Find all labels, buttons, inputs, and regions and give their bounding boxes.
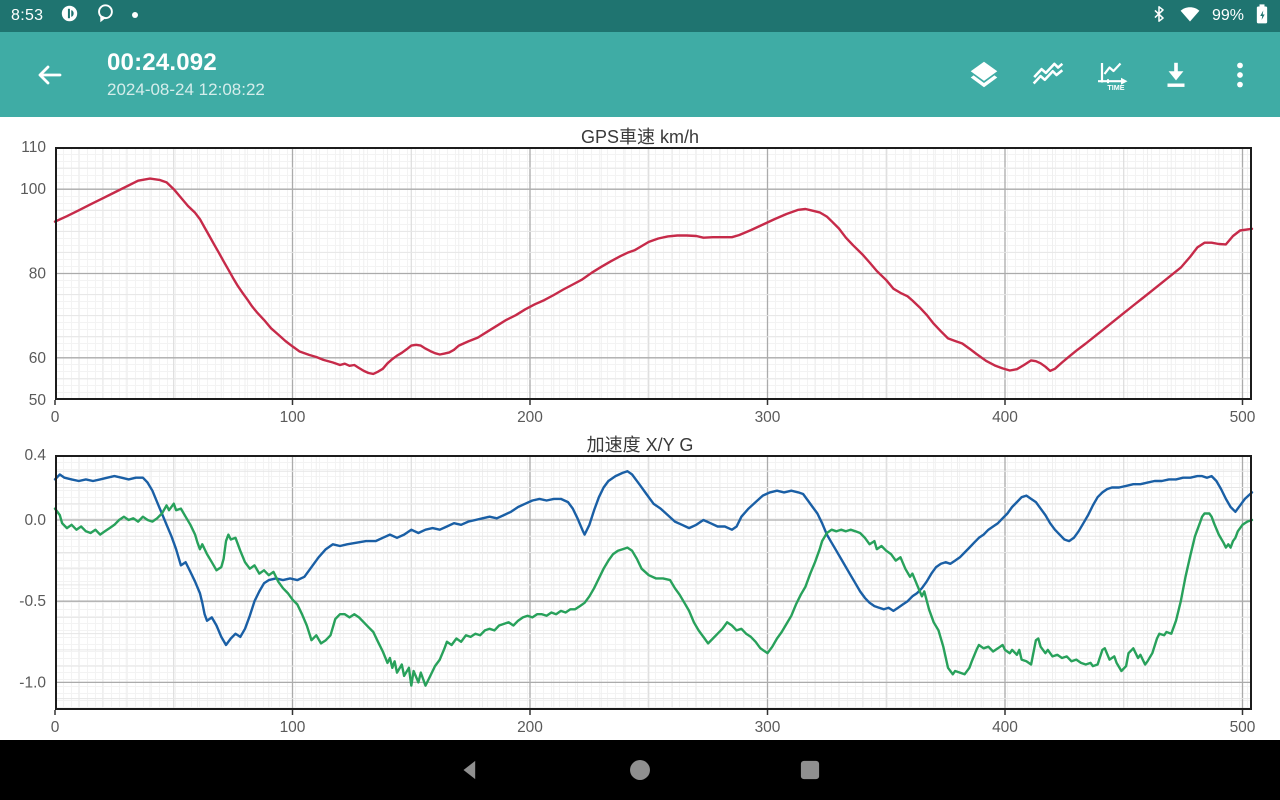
y-axis-label: -0.5	[19, 593, 46, 610]
multiline-chart-icon[interactable]	[1031, 58, 1065, 92]
bluetooth-icon	[1150, 4, 1168, 29]
y-axis-label: 110	[21, 139, 46, 156]
x-axis-label: 300	[755, 409, 781, 426]
notification-dot	[130, 7, 140, 25]
lap-time-title: 00:24.092	[107, 48, 217, 76]
status-bar: 8:53 99%	[0, 0, 1280, 32]
time-chart-icon[interactable]: TIME	[1095, 58, 1129, 92]
y-axis-label: 0.4	[24, 447, 46, 464]
circle-p-icon	[59, 3, 80, 29]
series-accel-y	[53, 502, 1254, 687]
y-axis-label: 60	[29, 350, 47, 367]
overflow-menu-icon[interactable]	[1223, 58, 1257, 92]
x-axis-label: 500	[1230, 719, 1256, 736]
download-icon[interactable]	[1159, 58, 1193, 92]
x-axis-label: 500	[1230, 409, 1256, 426]
accel-chart: 0 100 200 300 400 500 0.4 0.0 -0.5 -1.0	[19, 447, 1256, 736]
navigation-bar	[0, 740, 1280, 800]
layers-icon[interactable]	[967, 58, 1001, 92]
x-axis-label: 400	[992, 719, 1018, 736]
battery-icon	[1254, 2, 1270, 31]
nav-recents-icon[interactable]	[797, 757, 821, 781]
location-bubble-icon	[94, 2, 116, 31]
status-clock: 8:53	[11, 7, 44, 24]
y-axis-label: -1.0	[19, 674, 46, 691]
speed-chart-title: GPS車速 km/h	[580, 127, 700, 147]
plot-border	[55, 147, 1252, 400]
app-bar: 00:24.092 2024-08-24 12:08:22 TIME	[0, 32, 1280, 117]
y-axis-label: 0.0	[24, 512, 46, 529]
battery-percent: 99%	[1211, 7, 1244, 24]
y-axis-label: 100	[20, 181, 46, 198]
series-gps-speed	[53, 177, 1254, 376]
x-axis-label: 200	[517, 719, 543, 736]
speed-chart: 0 100 200 300 400 500 110 100 80 60 50	[20, 139, 1256, 426]
x-axis-label: 300	[755, 719, 781, 736]
series-accel-x	[53, 470, 1254, 647]
session-datetime: 2024-08-24 12:08:22	[107, 79, 265, 99]
x-axis-label: 100	[280, 409, 306, 426]
wifi-icon	[1178, 4, 1202, 29]
x-axis-label: 100	[280, 719, 306, 736]
accel-chart-title: 加速度 X/Y G	[586, 435, 694, 455]
back-arrow-icon[interactable]	[33, 59, 65, 91]
nav-back-icon[interactable]	[457, 757, 481, 781]
y-axis-label: 50	[29, 392, 47, 409]
y-axis-label: 80	[29, 266, 47, 283]
plot-border	[55, 455, 1252, 710]
svg-text:TIME: TIME	[1107, 83, 1124, 92]
nav-home-icon[interactable]	[627, 757, 651, 781]
title-block: 00:24.092 2024-08-24 12:08:22	[107, 48, 265, 102]
x-axis-label: 0	[51, 719, 60, 736]
x-axis-label: 0	[51, 409, 60, 426]
x-axis-label: 200	[517, 409, 543, 426]
x-axis-label: 400	[992, 409, 1018, 426]
